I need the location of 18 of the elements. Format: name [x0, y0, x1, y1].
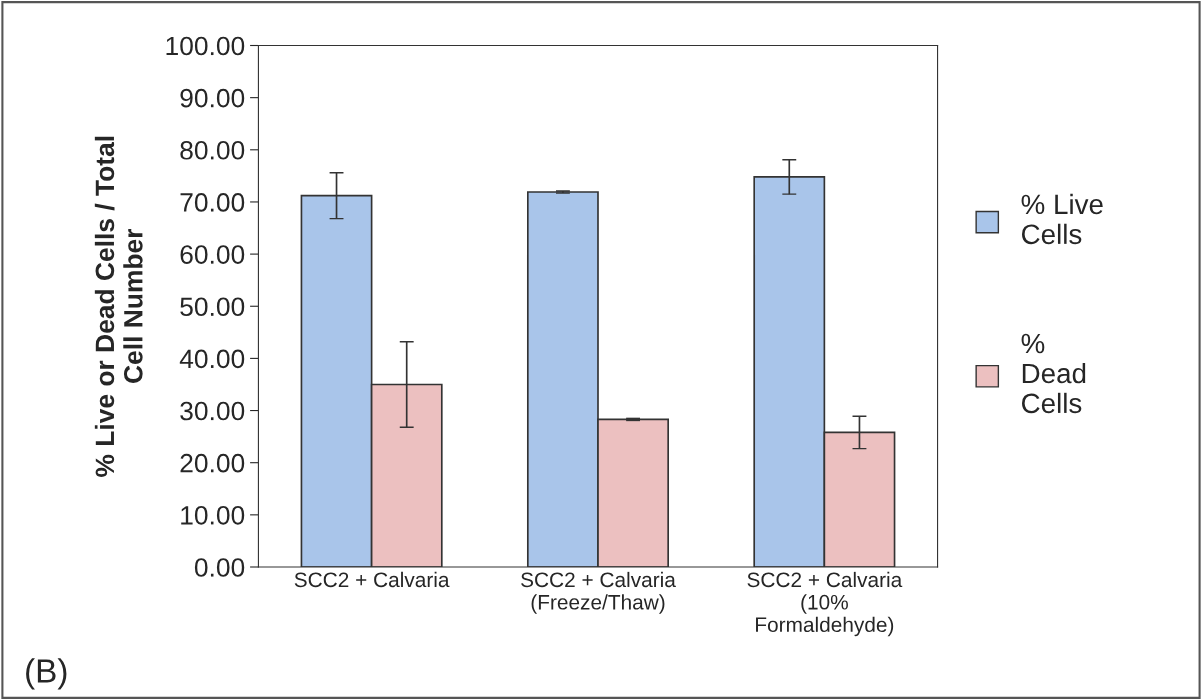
x-tick-label: SCC2 + Calvaria — [294, 571, 450, 588]
y-axis-title: % Live or Dead Cells / Total Cell Number — [94, 136, 143, 477]
y-tick-label: 60.00 — [180, 245, 245, 264]
text: (B) — [26, 658, 67, 690]
y-tick-label: 40.00 — [179, 349, 245, 369]
legend-label: % Dead Cells — [1021, 333, 1086, 414]
y-tick-label: 70.00 — [180, 193, 245, 212]
x-tick-label: SCC2 + Calvaria (10% Formaldehyde) — [747, 571, 903, 637]
y-tick-label: 90.00 — [180, 88, 245, 108]
x-tick-label: SCC2 + Calvaria (Freeze/Thaw) — [521, 571, 676, 614]
y-tick-label: 20.00 — [180, 453, 245, 473]
y-tick-label: 80.00 — [180, 140, 245, 160]
y-tick-label: 0.00 — [194, 558, 245, 577]
y-tick-label: 30.00 — [180, 401, 245, 421]
y-tick-label: 50.00 — [180, 297, 245, 317]
legend-label: % Live Cells — [1021, 193, 1103, 245]
y-tick-label: 100.00 — [166, 36, 245, 56]
y-tick-label: 10.00 — [181, 505, 245, 525]
